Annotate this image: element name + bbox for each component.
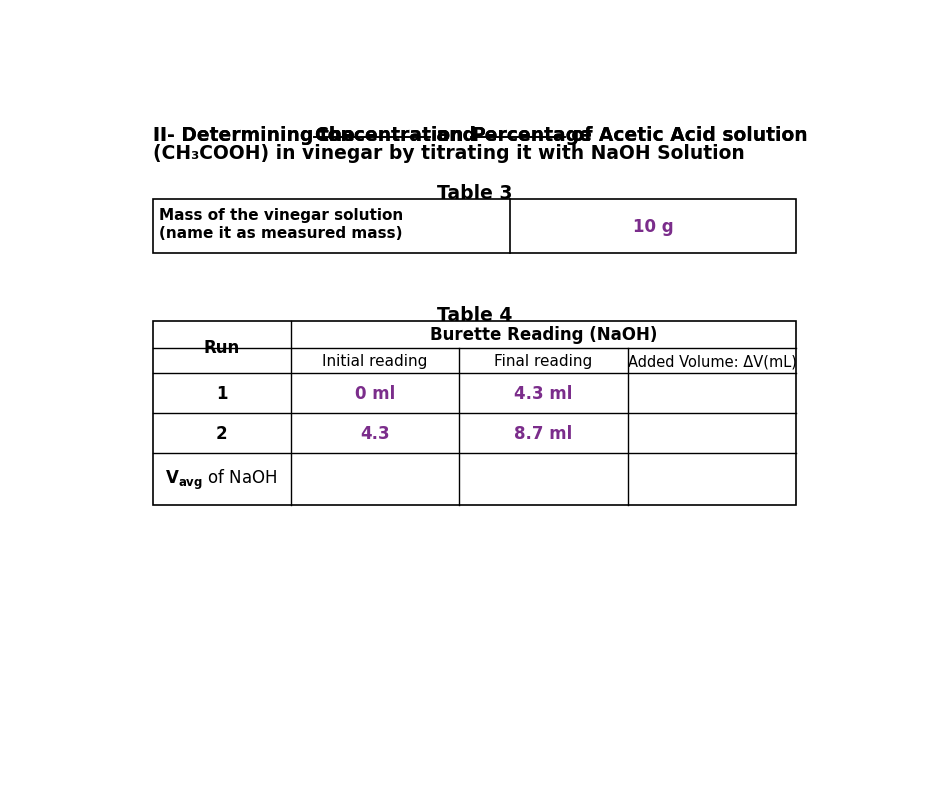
Text: Burette Reading (NaOH): Burette Reading (NaOH) [430, 326, 657, 344]
Text: II- Determining the: II- Determining the [153, 126, 361, 144]
Text: 10 g: 10 g [632, 217, 673, 235]
Text: Concentration: Concentration [315, 126, 464, 144]
Text: Concentration: Concentration [315, 126, 464, 144]
Text: Run: Run [204, 338, 240, 356]
Text: 4.3: 4.3 [360, 424, 390, 442]
Text: Mass of the vinegar solution: Mass of the vinegar solution [159, 208, 404, 222]
Text: Table 3: Table 3 [437, 184, 512, 204]
Text: 2: 2 [216, 424, 228, 442]
Text: Initial reading: Initial reading [322, 354, 428, 368]
Text: 8.7 ml: 8.7 ml [515, 424, 572, 442]
Text: and: and [431, 126, 482, 144]
Text: II- Determining the: II- Determining the [153, 126, 361, 144]
Text: Percentage: Percentage [471, 126, 592, 144]
Text: Added Volume: ΔV(mL): Added Volume: ΔV(mL) [628, 354, 796, 368]
Text: (CH₃COOH) in vinegar by titrating it with NaOH Solution: (CH₃COOH) in vinegar by titrating it wit… [153, 144, 745, 163]
Text: Final reading: Final reading [494, 354, 593, 368]
Text: Table 4: Table 4 [437, 306, 512, 324]
Text: (name it as measured mass): (name it as measured mass) [159, 225, 403, 241]
Text: of Acetic Acid solution: of Acetic Acid solution [565, 126, 807, 144]
Text: and: and [431, 126, 482, 144]
Text: Percentage: Percentage [471, 126, 592, 144]
Text: $\mathbf{V_{avg}}$ of NaOH: $\mathbf{V_{avg}}$ of NaOH [165, 467, 277, 491]
Text: 4.3 ml: 4.3 ml [514, 384, 573, 402]
Text: 1: 1 [216, 384, 228, 402]
Text: of Acetic Acid solution: of Acetic Acid solution [565, 126, 807, 144]
Text: 0 ml: 0 ml [355, 384, 395, 402]
